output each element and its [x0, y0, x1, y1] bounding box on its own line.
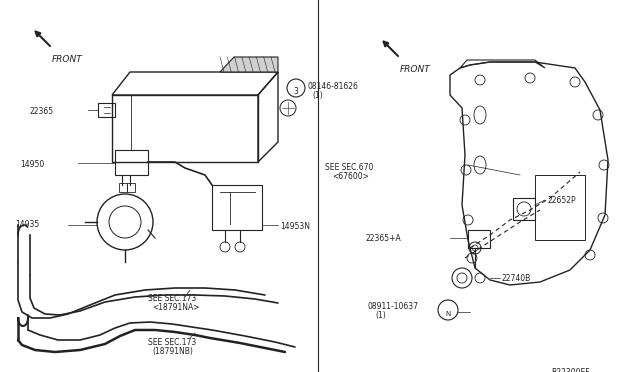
Text: 08911-10637: 08911-10637: [368, 302, 419, 311]
Text: SEE SEC.173: SEE SEC.173: [148, 338, 196, 347]
Text: N: N: [445, 311, 451, 317]
Text: 14953N: 14953N: [280, 222, 310, 231]
Text: <18791NA>: <18791NA>: [152, 303, 200, 312]
Text: 3: 3: [294, 87, 298, 96]
Text: FRONT: FRONT: [400, 65, 431, 74]
Text: 22365: 22365: [30, 107, 54, 116]
Text: 22365+A: 22365+A: [365, 234, 401, 243]
Text: SEE SEC.670: SEE SEC.670: [325, 163, 373, 172]
Text: 14935: 14935: [15, 220, 39, 229]
Polygon shape: [220, 57, 278, 72]
Text: 22740B: 22740B: [502, 274, 531, 283]
Text: R22300EF: R22300EF: [552, 368, 590, 372]
Text: 14950: 14950: [20, 160, 44, 169]
Text: 08146-81626: 08146-81626: [308, 82, 359, 91]
Text: FRONT: FRONT: [52, 55, 83, 64]
Text: (1): (1): [312, 91, 323, 100]
Text: 22652P: 22652P: [547, 196, 575, 205]
Text: SEE SEC.173: SEE SEC.173: [148, 294, 196, 303]
Text: (1): (1): [375, 311, 386, 320]
Text: <67600>: <67600>: [332, 172, 369, 181]
Text: (18791NB): (18791NB): [152, 347, 193, 356]
